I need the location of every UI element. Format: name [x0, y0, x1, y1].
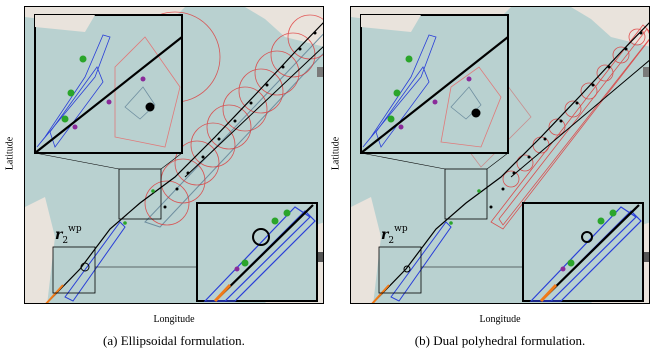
corridor-outline [144, 33, 323, 228]
waypoint-marker [403, 265, 411, 273]
polyhedral-region [64, 221, 126, 302]
zoom-connector [34, 152, 120, 170]
zoom-box-upper [118, 168, 162, 220]
green-marker [477, 189, 481, 193]
x-axis-label: Longitude [479, 314, 521, 325]
zoom-inset-lower [196, 202, 318, 303]
panel-ellipsoidal: Latitude [4, 6, 324, 348]
land-area [351, 197, 381, 303]
land-area [245, 7, 323, 47]
reference-line [510, 60, 649, 178]
waypoint-label: r2wp [55, 224, 82, 246]
zoom-connector [486, 152, 509, 170]
polyhedral-region [390, 221, 452, 302]
zoom-box-lower [378, 246, 422, 294]
map-canvas [25, 7, 323, 303]
map-feature [643, 67, 649, 77]
zoom-inset-upper [360, 14, 509, 154]
green-marker [449, 221, 453, 225]
trajectory-points [163, 31, 317, 209]
start-segment [371, 284, 390, 303]
caption-right: (b) Dual polyhedral formulation. [414, 333, 586, 348]
zoom-inset-lower [522, 202, 644, 303]
reference-line [184, 46, 323, 178]
zoom-box-upper [444, 168, 488, 220]
map-canvas [351, 7, 649, 303]
zoom-box-lower [52, 246, 96, 294]
green-marker [151, 189, 155, 193]
start-segment [45, 284, 64, 303]
x-axis-label: Longitude [153, 314, 195, 325]
map-plot: r2wp [350, 6, 650, 304]
map-feature [643, 252, 649, 262]
trajectory-points [489, 31, 643, 209]
zoom-inset-upper [34, 14, 183, 154]
map-plot: r2wp [24, 6, 324, 304]
y-axis-label: Latitude [330, 136, 342, 171]
zoom-connector [160, 152, 183, 170]
waypoint-marker [80, 262, 90, 272]
land-area [571, 7, 649, 47]
panel-dual-polyhedral: Latitude [326, 0, 652, 360]
y-axis-label: Latitude [4, 136, 16, 171]
waypoint-label: r2wp [381, 224, 408, 246]
green-marker [123, 221, 127, 225]
map-feature [317, 252, 323, 262]
map-feature [317, 67, 323, 77]
land-area [25, 197, 55, 303]
zoom-connector [360, 152, 446, 170]
caption-left: (a) Ellipsoidal formulation. [103, 333, 245, 348]
